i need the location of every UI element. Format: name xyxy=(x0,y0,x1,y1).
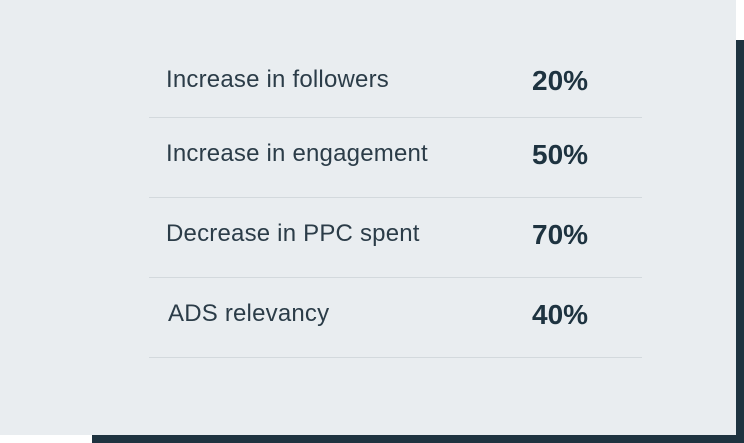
stat-row-ppc: Decrease in PPC spent 70% xyxy=(149,198,642,278)
stat-value: 70% xyxy=(532,219,589,250)
stat-value: 20% xyxy=(532,65,589,96)
stat-label: ADS relevancy xyxy=(168,300,330,327)
stat-label: Decrease in PPC spent xyxy=(166,220,420,247)
stat-label: Increase in engagement xyxy=(166,140,428,167)
stat-row-engagement: Increase in engagement 50% xyxy=(149,118,642,198)
stat-value: 50% xyxy=(532,139,589,170)
results-card: Increase in followers 20% Increase in en… xyxy=(0,0,736,435)
stat-row-followers: Increase in followers 20% xyxy=(149,40,642,118)
stat-value: 40% xyxy=(532,299,589,330)
stats-list: Increase in followers 20% Increase in en… xyxy=(149,40,642,358)
stat-row-ads-relevancy: ADS relevancy 40% xyxy=(149,278,642,358)
stat-label: Increase in followers xyxy=(166,66,389,93)
